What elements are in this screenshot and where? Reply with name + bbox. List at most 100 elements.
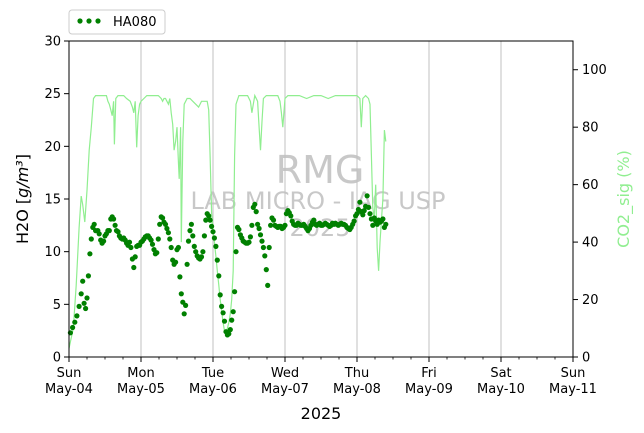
x-tick-label-date: May-10 xyxy=(477,382,525,397)
h2o-point xyxy=(181,311,187,317)
h2o-point xyxy=(85,273,91,279)
h2o-point xyxy=(233,249,239,255)
left-y-tick-label: 30 xyxy=(44,35,61,50)
h2o-point xyxy=(229,317,235,323)
x-tick-label-date: May-08 xyxy=(333,382,381,397)
h2o-point xyxy=(220,310,226,316)
h2o-point xyxy=(126,239,133,245)
h2o-point xyxy=(167,236,173,242)
left-y-tick-label: 10 xyxy=(44,245,61,260)
co2-sig-line xyxy=(68,93,387,349)
h2o-point xyxy=(282,222,288,228)
vertical-grid xyxy=(140,41,502,357)
h2o-point xyxy=(111,216,117,222)
legend: HA080 xyxy=(68,9,166,35)
h2o-point xyxy=(188,221,194,227)
h2o-point xyxy=(247,234,253,240)
h2o-point xyxy=(80,278,86,284)
h2o-point xyxy=(203,217,209,223)
h2o-point xyxy=(354,211,360,217)
left-y-tick-label: 0 xyxy=(53,351,61,366)
right-y-tick-label: 100 xyxy=(582,63,607,78)
left-axis-title: H2O [g/m³] xyxy=(13,154,32,244)
co2-series-layer xyxy=(68,93,387,349)
legend-box xyxy=(68,9,166,35)
h2o-point xyxy=(112,222,118,228)
h2o-point xyxy=(178,291,184,297)
h2o-point xyxy=(149,241,156,247)
h2o-point xyxy=(380,216,386,222)
h2o-point xyxy=(268,222,274,228)
h2o-point xyxy=(132,254,138,260)
h2o-point xyxy=(265,282,271,288)
h2o-point xyxy=(311,217,317,223)
h2o-point xyxy=(210,229,216,235)
right-y-tick-label: 60 xyxy=(582,178,599,193)
left-y-tick-label: 5 xyxy=(53,298,61,313)
h2o-point xyxy=(200,249,206,255)
watermark-line-1: RMG xyxy=(276,148,365,192)
h2o-point xyxy=(191,243,197,249)
h2o-point xyxy=(83,305,89,312)
h2o-point xyxy=(157,221,163,227)
h2o-point xyxy=(165,230,171,236)
h2o-point xyxy=(230,309,236,315)
h2o-point xyxy=(128,244,134,251)
h2o-point xyxy=(183,302,189,308)
legend-marker xyxy=(86,18,92,24)
h2o-point xyxy=(193,249,199,255)
h2o-point xyxy=(227,327,233,333)
h2o-point xyxy=(255,221,261,227)
x-tick-label-date: May-06 xyxy=(189,382,237,397)
h2o-point xyxy=(213,243,219,249)
legend-marker xyxy=(77,18,83,24)
h2o-point xyxy=(201,233,207,239)
x-tick-label-date: May-05 xyxy=(117,382,165,397)
h2o-point xyxy=(175,244,181,251)
right-y-axis: 0 20 40 60 80 100 xyxy=(573,63,607,366)
h2o-point xyxy=(360,212,366,218)
h2o-point xyxy=(367,211,373,217)
h2o-point xyxy=(270,217,277,223)
x-tick-label-day: Wed xyxy=(271,366,299,381)
x-axis: SunMay-04MonMay-05TueMay-06WedMay-07ThuM… xyxy=(45,357,597,397)
watermark: RMG LAB MICRO - IAG USP 2025 xyxy=(190,148,445,242)
h2o-point xyxy=(236,226,242,233)
x-tick-label-date: May-09 xyxy=(405,382,453,397)
h2o-point xyxy=(214,257,220,263)
h2o-point xyxy=(101,238,107,244)
x-axis-title: 2025 xyxy=(301,404,342,423)
h2o-point xyxy=(361,208,367,214)
right-y-tick-label: 20 xyxy=(582,293,599,308)
h2o-point xyxy=(177,274,183,280)
h2o-point xyxy=(226,331,232,337)
h2o-point xyxy=(72,319,78,325)
x-tick-label-date: May-07 xyxy=(261,382,309,397)
h2o-point xyxy=(162,221,169,227)
right-y-tick-label: 0 xyxy=(582,351,590,366)
watermark-line-3: 2025 xyxy=(289,214,350,242)
h2o-point xyxy=(76,303,82,309)
h2o-point xyxy=(206,213,212,219)
h2o-point xyxy=(246,239,252,245)
h2o-point xyxy=(365,204,372,210)
h2o-point xyxy=(106,228,112,234)
h2o-point xyxy=(173,259,179,265)
right-axis-title: CO2_sig (%) xyxy=(614,150,634,248)
h2o-point xyxy=(84,295,90,301)
h2o-point xyxy=(219,303,225,309)
h2o-point xyxy=(351,218,357,224)
h2o-point xyxy=(259,238,265,244)
h2o-point xyxy=(96,231,102,237)
x-tick-label-day: Sun xyxy=(561,366,586,381)
h2o-point xyxy=(74,313,80,319)
h2o-point xyxy=(370,222,376,228)
legend-label: HA080 xyxy=(113,15,156,30)
h2o-point xyxy=(211,235,217,241)
left-y-axis: 0 5 10 15 20 25 30 xyxy=(44,35,69,366)
h2o-point xyxy=(81,300,87,306)
x-tick-label-day: Thu xyxy=(344,366,369,381)
h2o-point xyxy=(209,223,215,229)
h2o-point xyxy=(249,222,255,228)
x-tick-label-day: Fri xyxy=(421,366,437,381)
